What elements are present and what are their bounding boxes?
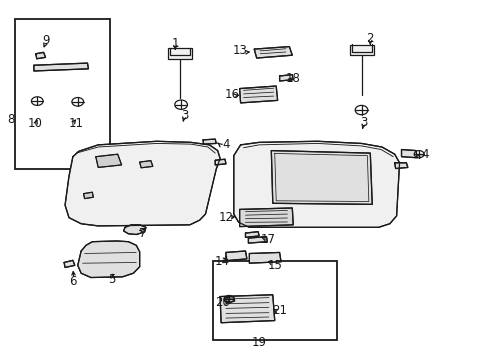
Text: 12: 12 bbox=[218, 211, 233, 224]
Text: 11: 11 bbox=[69, 117, 83, 130]
Text: 8: 8 bbox=[8, 113, 15, 126]
Text: 19: 19 bbox=[251, 336, 266, 348]
Polygon shape bbox=[123, 225, 146, 234]
Text: 17: 17 bbox=[260, 233, 275, 246]
Bar bbox=[168, 48, 191, 59]
Polygon shape bbox=[248, 237, 267, 243]
Polygon shape bbox=[279, 75, 293, 81]
Text: 18: 18 bbox=[285, 72, 300, 85]
Polygon shape bbox=[83, 192, 93, 199]
Bar bbox=[349, 45, 373, 55]
Polygon shape bbox=[140, 161, 153, 168]
Text: 3: 3 bbox=[181, 109, 188, 122]
Text: 1: 1 bbox=[171, 37, 179, 50]
Text: 14: 14 bbox=[215, 255, 229, 268]
Polygon shape bbox=[220, 295, 274, 323]
Polygon shape bbox=[225, 251, 246, 261]
Polygon shape bbox=[249, 252, 281, 263]
Polygon shape bbox=[239, 208, 293, 226]
Text: 7: 7 bbox=[139, 226, 146, 239]
Polygon shape bbox=[215, 159, 225, 165]
Polygon shape bbox=[225, 297, 234, 303]
Text: 9: 9 bbox=[41, 34, 49, 48]
Polygon shape bbox=[34, 63, 88, 71]
Polygon shape bbox=[65, 141, 220, 226]
Text: 13: 13 bbox=[233, 44, 247, 57]
Bar bbox=[15, 19, 110, 169]
Polygon shape bbox=[64, 260, 75, 267]
Polygon shape bbox=[78, 241, 140, 278]
Polygon shape bbox=[245, 231, 259, 237]
Text: 21: 21 bbox=[271, 305, 286, 318]
Text: 6: 6 bbox=[69, 275, 77, 288]
Polygon shape bbox=[233, 141, 399, 227]
Text: 10: 10 bbox=[27, 117, 42, 130]
Bar bbox=[212, 261, 336, 339]
Text: 3: 3 bbox=[360, 116, 367, 129]
Polygon shape bbox=[203, 139, 216, 144]
Text: 4: 4 bbox=[222, 138, 229, 150]
Polygon shape bbox=[36, 52, 45, 59]
Polygon shape bbox=[254, 46, 292, 58]
Polygon shape bbox=[394, 163, 407, 168]
Text: 16: 16 bbox=[224, 88, 239, 101]
Text: 15: 15 bbox=[267, 259, 282, 272]
Text: 20: 20 bbox=[215, 296, 229, 309]
Text: 2: 2 bbox=[366, 32, 373, 45]
Text: 4: 4 bbox=[420, 148, 428, 161]
Polygon shape bbox=[401, 149, 416, 158]
Polygon shape bbox=[239, 86, 277, 103]
Text: 5: 5 bbox=[108, 273, 115, 286]
Polygon shape bbox=[271, 150, 371, 204]
Polygon shape bbox=[96, 154, 122, 167]
